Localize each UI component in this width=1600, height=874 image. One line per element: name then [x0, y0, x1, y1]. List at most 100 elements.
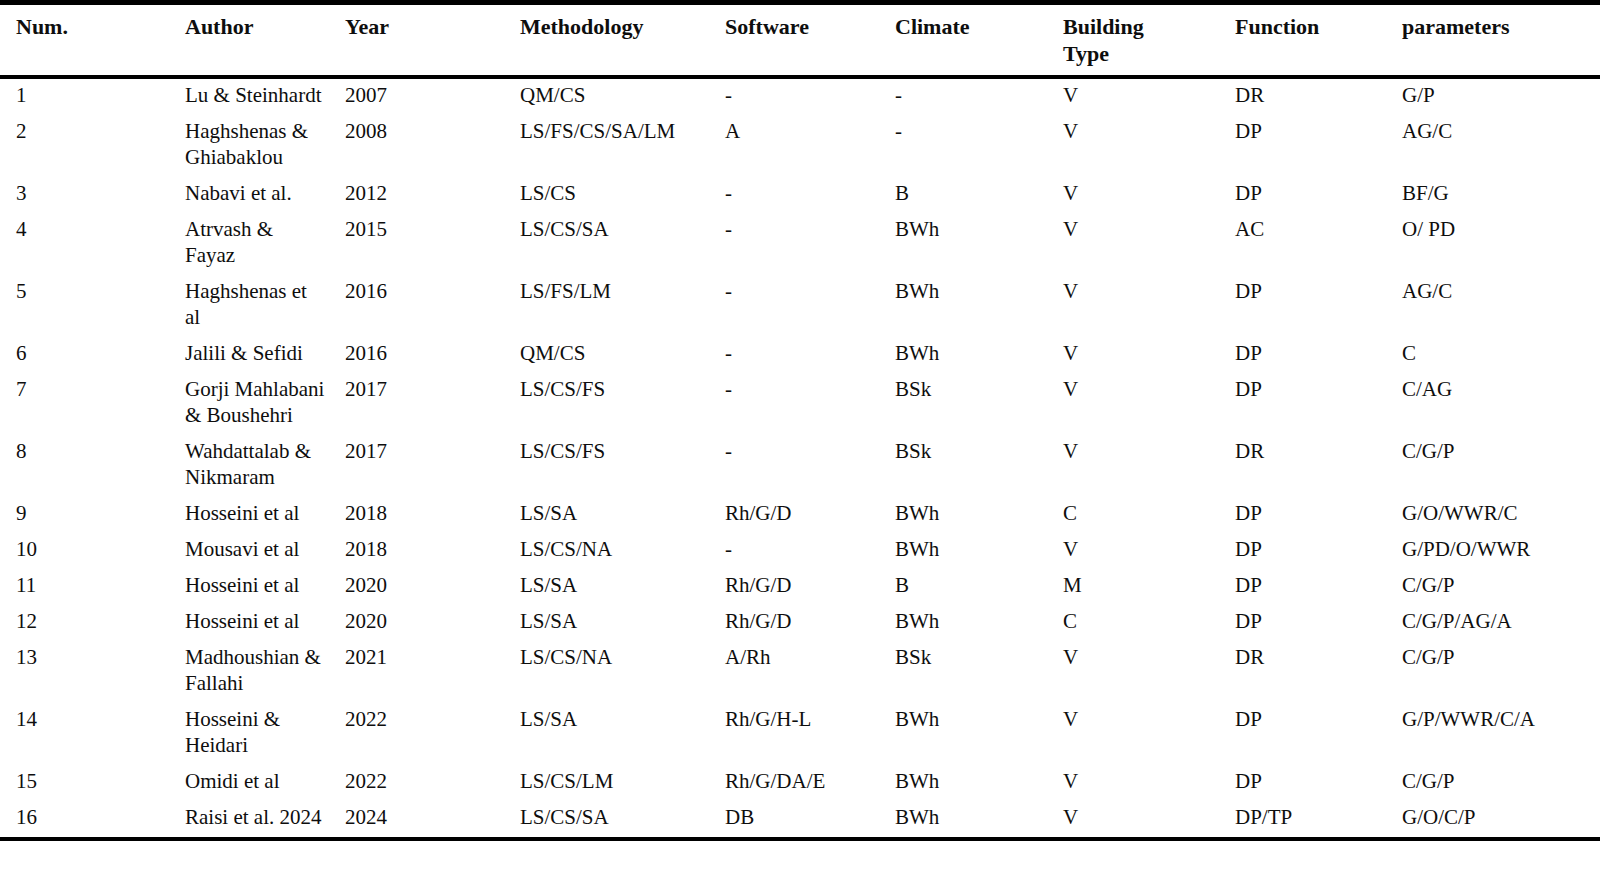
- cell-software: -: [713, 533, 883, 569]
- cell-num: 15: [0, 765, 173, 801]
- cell-year: 2017: [333, 373, 508, 435]
- column-header-num: Num.: [0, 3, 173, 78]
- cell-building-type: V: [1051, 115, 1223, 177]
- cell-num: 13: [0, 641, 173, 703]
- table-row: 13 Madhoushian & Fallahi 2021 LS/CS/NA A…: [0, 641, 1600, 703]
- cell-parameters: G/PD/O/WWR: [1390, 533, 1600, 569]
- cell-author: Haghshenas & Ghiabaklou: [173, 115, 333, 177]
- cell-software: -: [713, 177, 883, 213]
- cell-function: DP: [1223, 115, 1390, 177]
- cell-software: Rh/G/D: [713, 605, 883, 641]
- cell-building-type: V: [1051, 765, 1223, 801]
- table-row: 3 Nabavi et al. 2012 LS/CS - B V DP BF/G: [0, 177, 1600, 213]
- cell-function: DR: [1223, 77, 1390, 115]
- cell-software: -: [713, 77, 883, 115]
- cell-methodology: LS/SA: [508, 703, 713, 765]
- cell-author: Hosseini et al: [173, 605, 333, 641]
- cell-methodology: LS/SA: [508, 497, 713, 533]
- cell-year: 2020: [333, 605, 508, 641]
- cell-num: 4: [0, 213, 173, 275]
- cell-num: 6: [0, 337, 173, 373]
- cell-building-type: M: [1051, 569, 1223, 605]
- cell-num: 14: [0, 703, 173, 765]
- cell-parameters: O/ PD: [1390, 213, 1600, 275]
- cell-function: DP: [1223, 533, 1390, 569]
- cell-methodology: LS/CS/LM: [508, 765, 713, 801]
- cell-building-type: V: [1051, 373, 1223, 435]
- cell-function: DR: [1223, 435, 1390, 497]
- table-row: 2 Haghshenas & Ghiabaklou 2008 LS/FS/CS/…: [0, 115, 1600, 177]
- cell-author: Haghshenas et al: [173, 275, 333, 337]
- cell-methodology: LS/FS/LM: [508, 275, 713, 337]
- column-header-climate: Climate: [883, 3, 1051, 78]
- cell-year: 2020: [333, 569, 508, 605]
- cell-methodology: LS/FS/CS/SA/LM: [508, 115, 713, 177]
- cell-software: Rh/G/H-L: [713, 703, 883, 765]
- cell-num: 12: [0, 605, 173, 641]
- cell-methodology: LS/CS/NA: [508, 533, 713, 569]
- cell-num: 11: [0, 569, 173, 605]
- column-header-parameters: parameters: [1390, 3, 1600, 78]
- cell-author: Jalili & Sefidi: [173, 337, 333, 373]
- cell-author: Atrvash & Fayaz: [173, 213, 333, 275]
- cell-author: Mousavi et al: [173, 533, 333, 569]
- cell-year: 2016: [333, 275, 508, 337]
- column-header-author: Author: [173, 3, 333, 78]
- column-header-software: Software: [713, 3, 883, 78]
- cell-parameters: G/O/WWR/C: [1390, 497, 1600, 533]
- cell-author: Lu & Steinhardt: [173, 77, 333, 115]
- cell-parameters: G/P: [1390, 77, 1600, 115]
- cell-climate: BWh: [883, 605, 1051, 641]
- table-row: 7 Gorji Mahlabani & Boushehri 2017 LS/CS…: [0, 373, 1600, 435]
- cell-software: -: [713, 435, 883, 497]
- cell-methodology: LS/CS/FS: [508, 435, 713, 497]
- column-header-function: Function: [1223, 3, 1390, 78]
- table-row: 1 Lu & Steinhardt 2007 QM/CS - - V DR G/…: [0, 77, 1600, 115]
- cell-climate: BSk: [883, 373, 1051, 435]
- cell-methodology: LS/CS/SA: [508, 801, 713, 839]
- cell-year: 2017: [333, 435, 508, 497]
- cell-software: Rh/G/D: [713, 497, 883, 533]
- cell-author: Hosseini et al: [173, 497, 333, 533]
- table-row: 12 Hosseini et al 2020 LS/SA Rh/G/D BWh …: [0, 605, 1600, 641]
- cell-parameters: C/G/P/AG/A: [1390, 605, 1600, 641]
- cell-building-type: V: [1051, 77, 1223, 115]
- table-row: 16 Raisi et al. 2024 2024 LS/CS/SA DB BW…: [0, 801, 1600, 839]
- cell-num: 10: [0, 533, 173, 569]
- cell-climate: BWh: [883, 801, 1051, 839]
- cell-year: 2012: [333, 177, 508, 213]
- cell-num: 3: [0, 177, 173, 213]
- table-header: Num. Author Year Methodology Software Cl…: [0, 3, 1600, 78]
- cell-climate: BSk: [883, 435, 1051, 497]
- cell-year: 2007: [333, 77, 508, 115]
- cell-year: 2018: [333, 497, 508, 533]
- table-row: 11 Hosseini et al 2020 LS/SA Rh/G/D B M …: [0, 569, 1600, 605]
- cell-building-type: V: [1051, 703, 1223, 765]
- cell-parameters: AG/C: [1390, 275, 1600, 337]
- cell-climate: B: [883, 569, 1051, 605]
- cell-climate: BWh: [883, 497, 1051, 533]
- cell-author: Omidi et al: [173, 765, 333, 801]
- table-row: 6 Jalili & Sefidi 2016 QM/CS - BWh V DP …: [0, 337, 1600, 373]
- cell-methodology: LS/CS/FS: [508, 373, 713, 435]
- cell-num: 7: [0, 373, 173, 435]
- cell-building-type: V: [1051, 435, 1223, 497]
- cell-climate: BWh: [883, 533, 1051, 569]
- table-body: 1 Lu & Steinhardt 2007 QM/CS - - V DR G/…: [0, 77, 1600, 839]
- header-row: Num. Author Year Methodology Software Cl…: [0, 3, 1600, 78]
- cell-building-type: C: [1051, 497, 1223, 533]
- cell-software: Rh/G/D: [713, 569, 883, 605]
- cell-building-type: V: [1051, 213, 1223, 275]
- cell-software: -: [713, 337, 883, 373]
- cell-function: DP: [1223, 177, 1390, 213]
- cell-climate: BWh: [883, 275, 1051, 337]
- cell-climate: BSk: [883, 641, 1051, 703]
- cell-function: AC: [1223, 213, 1390, 275]
- cell-author: Nabavi et al.: [173, 177, 333, 213]
- table-row: 14 Hosseini & Heidari 2022 LS/SA Rh/G/H-…: [0, 703, 1600, 765]
- cell-building-type: V: [1051, 337, 1223, 373]
- cell-author: Hosseini & Heidari: [173, 703, 333, 765]
- cell-author: Gorji Mahlabani & Boushehri: [173, 373, 333, 435]
- column-header-building-type: Building Type: [1051, 3, 1223, 78]
- cell-function: DP: [1223, 765, 1390, 801]
